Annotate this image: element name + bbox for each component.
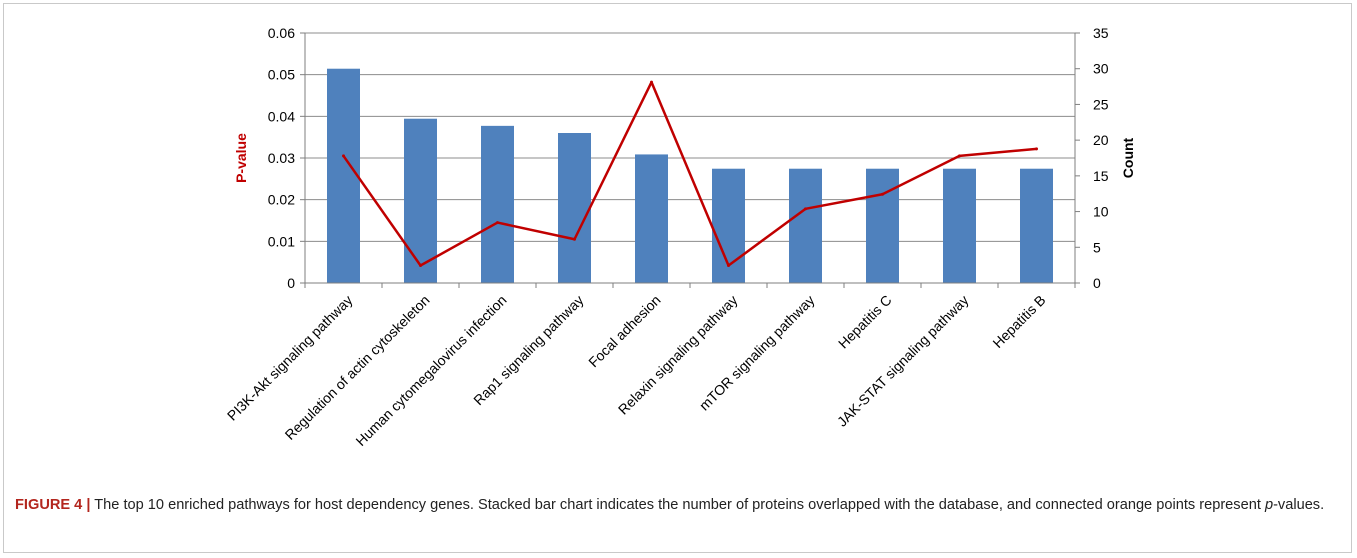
right-axis-tick-label: 0 xyxy=(1093,275,1101,291)
left-axis-tick-label: 0.01 xyxy=(268,233,295,249)
left-axis-tick-label: 0 xyxy=(287,275,295,291)
bar xyxy=(635,154,668,283)
left-axis-tick-label: 0.05 xyxy=(268,67,295,83)
bar xyxy=(327,68,360,283)
bar xyxy=(866,168,899,283)
pvalue-point xyxy=(804,207,807,211)
right-axis-tick-label: 20 xyxy=(1093,132,1109,148)
pvalue-point xyxy=(342,154,345,158)
bar xyxy=(789,168,822,283)
bar xyxy=(943,168,976,283)
left-axis-tick-label: 0.02 xyxy=(268,192,295,208)
right-axis-tick-label: 35 xyxy=(1093,25,1109,41)
bar xyxy=(481,125,514,283)
left-axis-tick-label: 0.04 xyxy=(268,108,295,124)
caption-label: FIGURE 4 | xyxy=(15,497,91,513)
caption-text: The top 10 enriched pathways for host de… xyxy=(90,497,1265,513)
category-label: Regulation of actin cytoskeleton xyxy=(282,292,433,443)
right-axis-tick-label: 5 xyxy=(1093,239,1101,255)
pvalue-point xyxy=(958,154,961,158)
pvalue-line xyxy=(342,80,1037,267)
caption-italic: p xyxy=(1264,497,1274,513)
left-axis-title: P-value xyxy=(233,133,249,183)
category-label: PI3K-Akt signaling pathway xyxy=(224,292,356,424)
pvalue-point xyxy=(496,221,499,225)
bar xyxy=(558,133,591,283)
figure-frame xyxy=(3,3,1352,553)
pvalue-point xyxy=(1035,147,1038,151)
bar xyxy=(1020,168,1053,283)
right-axis-tick-label: 15 xyxy=(1093,168,1109,184)
pvalue-point xyxy=(419,264,422,267)
pvalue-point xyxy=(727,264,730,267)
right-axis-title: Count xyxy=(1120,137,1136,178)
caption-text-end: -values. xyxy=(1273,497,1325,513)
bar xyxy=(404,118,437,283)
left-axis-tick-label: 0.06 xyxy=(268,25,295,41)
right-axis-tick-label: 30 xyxy=(1093,61,1109,77)
combo-chart: 0 0.01 0.02 0.03 0.04 0.05 0.06 0 5 10 15 20 25 30 35 P… xyxy=(224,25,1136,449)
left-axis-tick-label: 0.03 xyxy=(268,150,295,166)
right-axis-tick-label: 25 xyxy=(1093,96,1109,112)
category-label: Human cytomegalovirus infection xyxy=(352,292,509,449)
category-label: Focal adhesion xyxy=(585,292,663,370)
right-axis-tick-label: 10 xyxy=(1093,204,1109,220)
category-label: Hepatitis C xyxy=(835,292,895,352)
pvalue-point xyxy=(650,80,653,84)
category-label: JAK-STAT signaling pathway xyxy=(834,292,972,430)
category-label: Hepatitis B xyxy=(989,292,1048,351)
pvalue-point xyxy=(881,192,884,196)
figure-caption: FIGURE 4 | The top 10 enriched pathways … xyxy=(15,495,1340,516)
pvalue-point xyxy=(573,237,576,241)
